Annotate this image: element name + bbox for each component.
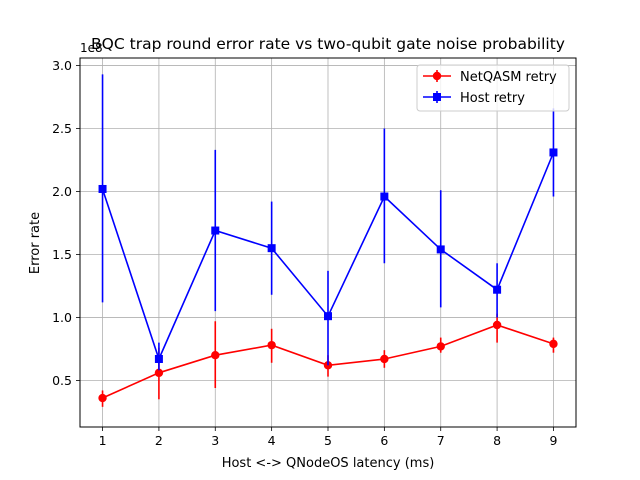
y-scale-offset-label: 1e8 [80, 41, 103, 55]
legend: NetQASM retry Host retry [416, 64, 570, 112]
x-tick-label: 1 [99, 433, 107, 448]
x-tick-label: 2 [155, 433, 163, 448]
data-point-netqasm [436, 342, 445, 351]
y-tick-label: 0.5 [52, 373, 72, 388]
legend-label-host: Host retry [460, 91, 525, 106]
series-host [98, 74, 558, 371]
chart-title: BQC trap round error rate vs two-qubit g… [91, 35, 565, 53]
x-tick-label: 3 [211, 433, 219, 448]
data-point-host [549, 148, 558, 157]
data-point-host [493, 285, 502, 294]
x-axis-label: Host <-> QNodeOS latency (ms) [222, 456, 435, 471]
x-tick-label: 9 [549, 433, 557, 448]
data-point-netqasm [154, 368, 164, 378]
data-point-host [267, 244, 276, 253]
legend-label-netqasm: NetQASM retry [460, 70, 557, 85]
series-layer [98, 74, 558, 407]
data-point-netqasm [492, 320, 502, 330]
y-axis-label: Error rate [28, 212, 43, 274]
axes-layer: 1 2 3 4 5 6 7 8 9 0.5 1.0 1.5 2.0 2.5 3.0 [52, 58, 557, 448]
x-tick-label: 8 [493, 433, 501, 448]
data-point-netqasm [211, 351, 220, 360]
x-tick-label: 4 [268, 433, 276, 448]
y-tick-label: 2.5 [52, 121, 72, 136]
data-point-netqasm [380, 354, 389, 364]
y-tick-label: 2.0 [52, 184, 72, 199]
y-tick-label: 1.5 [52, 247, 72, 262]
data-point-host [324, 312, 332, 321]
y-tick-label: 1.0 [52, 310, 72, 325]
data-point-netqasm [98, 393, 107, 403]
data-point-netqasm [267, 340, 276, 350]
legend-marker-netqasm [432, 71, 442, 81]
series-netqasm [98, 313, 558, 407]
data-point-host [436, 245, 445, 254]
x-tick-label: 6 [380, 433, 388, 448]
legend-marker-host [433, 93, 441, 101]
data-point-netqasm [549, 339, 558, 349]
legend-box [416, 64, 570, 112]
data-point-host [154, 354, 163, 363]
y-tick-label: 3.0 [52, 58, 72, 73]
data-point-host [211, 226, 220, 235]
data-point-host [98, 184, 107, 193]
x-tick-label: 5 [324, 433, 332, 448]
data-point-host [380, 192, 389, 201]
x-tick-label: 7 [437, 433, 445, 448]
